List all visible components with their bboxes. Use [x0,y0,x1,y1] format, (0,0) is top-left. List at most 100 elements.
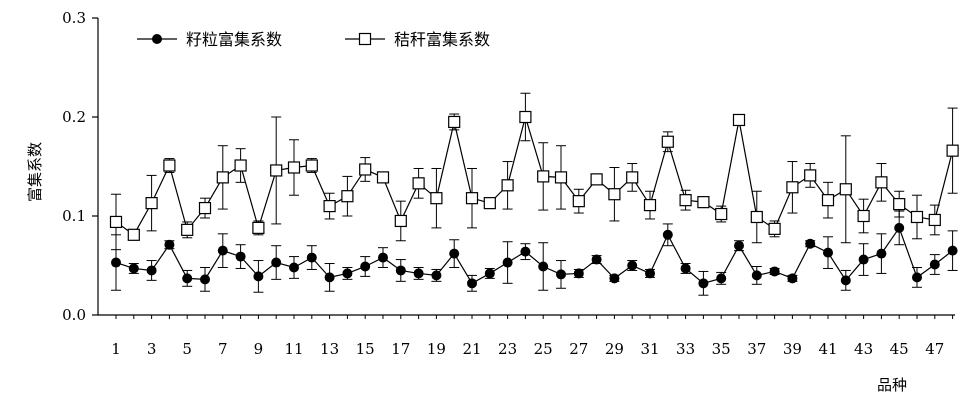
straw-point [287,161,301,174]
y-tick-label: 0.1 [62,207,86,225]
y-axis-label: 富集系数 [26,142,44,202]
grain-point [556,269,566,280]
x-tick-label: 41 [818,340,837,358]
x-tick-label: 3 [147,340,157,358]
grain-point [200,274,210,285]
x-tick-label: 13 [320,340,339,358]
axes: 0.00.10.20.31 3 5 7 9 11 13 15 17 19 21 23 25 27 29 31 3… [62,9,955,358]
straw-point [554,171,568,184]
straw-point [572,195,585,208]
straw-point [732,113,746,127]
grain-point [235,251,246,262]
straw-point [946,144,959,157]
x-tick-label: 47 [925,340,944,358]
grain-point [182,273,193,284]
straw-point [537,170,550,183]
straw-point [626,171,639,184]
straw-point [501,179,514,192]
grain-point [538,261,549,272]
straw-point [305,159,318,172]
straw-point [804,169,817,182]
grain-point [502,257,513,268]
legend-marker-grain [152,34,162,44]
y-axis-title: 富集系数 [26,142,44,202]
series-grain [111,210,958,296]
grain-point [467,278,477,289]
x-tick-label: 45 [890,340,909,358]
grain-point [734,240,744,251]
grain-point [823,247,833,258]
grain-point [805,238,816,249]
grain-point [395,265,406,276]
straw-point [821,194,835,207]
straw-point [768,222,781,235]
grain-point [128,263,139,274]
grain-point [520,246,531,257]
grain-point [787,273,798,284]
x-tick-label: 39 [783,340,802,358]
x-tick-label: 27 [569,340,588,358]
x-tick-label: 25 [534,340,553,358]
x-tick-label: 23 [498,340,517,358]
x-tick-label: 5 [182,340,192,358]
x-tick-label: 9 [254,340,264,358]
straw-series-line [115,114,954,236]
y-tick-label: 0.2 [62,108,86,126]
grain-point [217,245,228,256]
straw-point [376,171,390,184]
x-tick-label: 7 [218,340,228,358]
straw-point [252,221,265,234]
series-straw [109,92,959,251]
straw-point [109,215,123,229]
x-tick-label: 17 [391,340,410,358]
straw-point [893,198,906,211]
grain-point [894,222,905,233]
grain-point [271,257,282,268]
grain-point [111,257,121,268]
grain-point [378,252,388,263]
straw-point [750,210,763,224]
grain-point [164,239,175,250]
grain-point [662,229,673,240]
legend: 籽粒富集系数 秸秆富集系数 [137,30,490,49]
straw-point [216,171,229,184]
straw-point [448,115,461,129]
straw-point [857,209,870,223]
straw-point [394,214,407,228]
grain-point [342,268,353,279]
y-tick-label: 0.0 [62,306,86,324]
grain-point [449,248,460,259]
grain-point [360,261,371,272]
grain-point [627,260,638,271]
x-tick-label: 35 [712,340,731,358]
grain-point [573,268,584,279]
straw-point [590,173,603,186]
grain-point [306,252,317,263]
grain-point [645,268,655,279]
straw-point [270,164,283,177]
legend-label-straw: 秸秆富集系数 [394,30,490,49]
straw-point [430,192,443,205]
grain-point [716,273,727,284]
grain-point [698,278,709,289]
y-tick-label: 0.3 [62,9,86,27]
straw-point [359,163,372,176]
straw-point [483,197,496,210]
x-tick-label: 31 [640,340,659,358]
grain-point [858,254,869,265]
straw-point [145,197,158,210]
grain-point [324,272,335,283]
straw-point [412,177,425,190]
x-tick-label: 37 [747,340,766,358]
x-tick-label: 43 [854,340,873,358]
x-tick-label: 15 [356,340,375,358]
x-tick-label: 21 [462,340,481,358]
straw-point [839,183,852,196]
grain-point [431,270,442,281]
straw-point [643,199,657,212]
x-tick-label: 11 [284,340,303,358]
grain-point [840,275,851,286]
legend-marker-straw [358,32,372,46]
legend-label-grain: 籽粒富集系数 [186,30,282,49]
